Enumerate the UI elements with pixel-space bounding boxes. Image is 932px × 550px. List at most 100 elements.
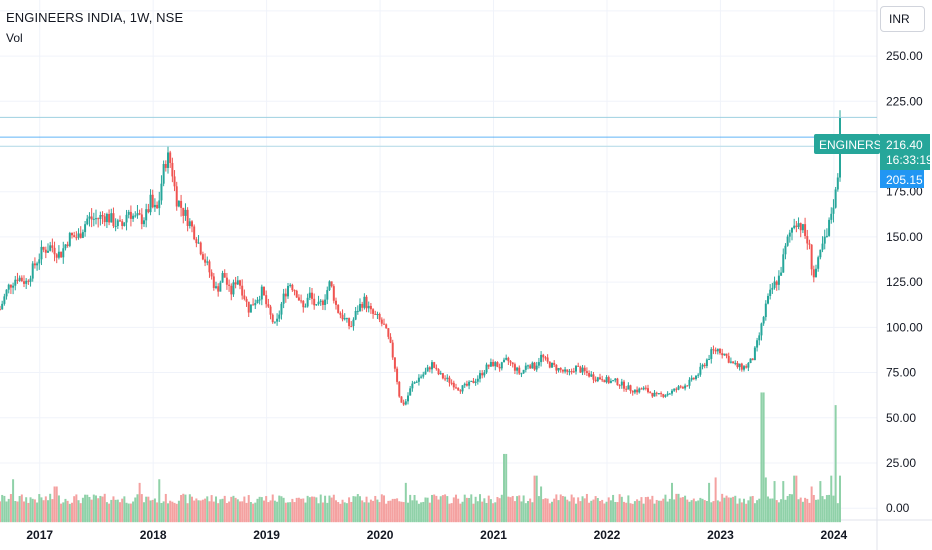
candle-body [25,280,28,284]
candle-body [832,207,835,214]
volume-bar [339,503,342,523]
volume-bar [171,501,174,523]
candle-body [723,353,726,356]
volume-bar [258,496,261,523]
volume-bar [387,500,390,523]
candle-body [516,367,519,371]
volume-bar [147,496,150,523]
volume-bar [110,499,113,523]
candle-body [703,364,706,367]
volume-bar [524,503,527,523]
candle-body [448,377,451,383]
volume-bar [396,498,399,523]
candle-body [380,319,383,324]
volume-bar [38,494,41,523]
volume-bar [112,496,115,523]
candle-body [214,286,217,288]
volume-bar [697,500,700,523]
volume-bar [459,503,462,523]
volume-bar [684,495,687,523]
volume-bar [317,503,320,523]
volume-bar [742,498,745,523]
volume-bar [145,496,148,523]
volume-bar [286,502,289,523]
volume-bar [795,475,798,523]
volume-bar [330,497,333,523]
volume-bar [217,503,220,523]
volume-bar [568,501,571,523]
volume-bar [788,494,791,523]
candle-body [282,293,285,304]
volume-bar [450,503,453,523]
candle-body [393,357,396,369]
candle-body [149,194,152,213]
volume-bar [745,503,748,523]
volume-bar [627,495,630,523]
volume-bar [439,496,442,523]
volume-bar [125,502,128,523]
candle-body [16,279,19,281]
y-axis[interactable]: 275.00250.00225.00200.00175.00150.00125.… [886,4,923,515]
volume-bar [234,497,237,523]
candle-body [513,364,516,371]
volume-bar [723,497,726,523]
volume-bar [356,494,359,523]
candle-body [609,380,612,383]
volume-bar [402,502,405,523]
volume-bar [485,502,488,523]
volume-bar [699,497,702,523]
candle-body [806,236,809,244]
candle-body [409,388,412,396]
volume-bar [476,501,479,523]
volume-bar [247,495,250,523]
volume-bar [249,502,252,523]
volume-bar [766,496,769,523]
candle-body [546,357,549,362]
volume-indicator-label[interactable]: Vol [6,31,23,45]
candle-body [433,362,436,368]
candle-body [210,272,213,277]
candle-body [345,318,348,320]
candle-body [485,364,488,373]
y-tick-label: 175.00 [886,185,923,199]
volume-bar [114,499,117,523]
volume-bar [782,481,785,523]
volume-bar [640,497,643,523]
candle-body [675,388,678,390]
candle-body [332,286,335,301]
candle-body [577,365,580,367]
volume-bar [531,502,534,523]
volume-bar [372,500,375,523]
volume-bar [703,500,706,523]
volume-bar [535,475,538,523]
candle-body [348,318,351,327]
candle-body [518,367,521,374]
volume-bar [289,502,292,523]
volume-bar [310,496,313,523]
candle-body [90,216,93,220]
candle-body [544,357,547,359]
volume-bar [762,392,765,523]
x-axis[interactable]: 2017 2018 2019 2020 2021 2022 2023 2024 [26,528,847,542]
volume-bar [710,502,713,523]
candle-body [769,289,772,296]
candle-body [489,361,492,367]
volume-bar [502,453,505,523]
volume-bar [252,503,255,523]
volume-bar [825,495,828,523]
candle-body [378,313,381,320]
candle-body [206,261,209,263]
candle-body [330,281,333,287]
candle-body [666,393,669,396]
candle-body [310,292,313,299]
volume-bar [810,486,813,523]
last-price-label: 216.40 [886,138,923,152]
volume-bar [90,499,93,523]
candle-body [561,369,564,372]
volume-bar [269,500,272,523]
volume-bar [75,494,78,523]
candle-body [684,385,687,389]
volume-bar [664,494,667,523]
currency-selector[interactable]: INR [880,6,925,32]
